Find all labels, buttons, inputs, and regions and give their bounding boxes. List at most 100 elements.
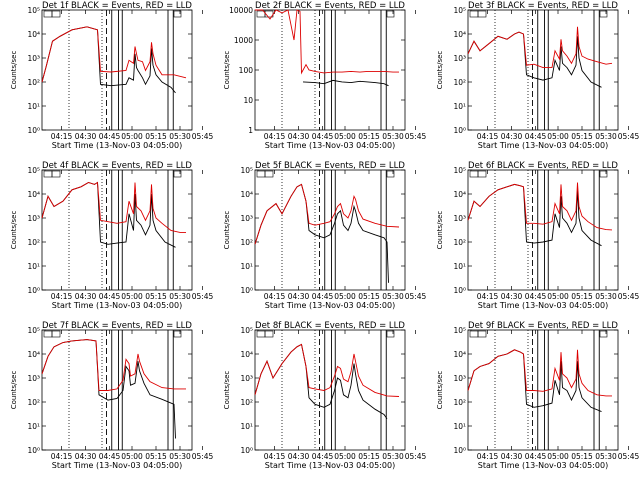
corner-box <box>43 330 53 338</box>
y-tick-label: 1 <box>248 126 253 135</box>
corner-box <box>386 10 395 18</box>
y-tick-label: 10² <box>27 238 40 247</box>
x-axis-label: Start Time (13-Nov-03 04:05:00) <box>52 141 182 150</box>
y-tick-label: 10¹ <box>453 262 466 271</box>
y-axis-label: Counts/sec <box>436 211 444 250</box>
y-tick-label: 10² <box>27 398 40 407</box>
series-line-events <box>254 343 388 420</box>
series-line-lld <box>467 26 613 69</box>
y-tick-label: 10⁴ <box>27 190 40 199</box>
chart-title: Det 2f BLACK = Events, RED = LLD <box>255 1 405 11</box>
x-axis-label: Start Time (13-Nov-03 04:05:00) <box>478 301 608 310</box>
x-tick-label: 04:15 <box>51 132 73 141</box>
x-tick-label: 05:30 <box>595 292 617 301</box>
y-tick-label: 10⁵ <box>453 326 466 335</box>
series-line-events <box>302 79 389 87</box>
series-line-events <box>254 183 389 283</box>
y-tick-label: 10² <box>453 78 466 87</box>
x-tick-label: 04:15 <box>51 452 73 461</box>
corner-box <box>386 330 395 338</box>
x-tick-label: 04:30 <box>501 292 523 301</box>
x-tick-label: 05:45 <box>192 292 214 301</box>
x-tick-label: 05:15 <box>571 452 593 461</box>
chart-title: Det 8f BLACK = Events, RED = LLD <box>255 321 405 331</box>
y-tick-label: 10³ <box>453 214 466 223</box>
x-tick-label: 05:00 <box>334 132 356 141</box>
corner-box <box>43 10 53 18</box>
x-tick-label: 05:15 <box>145 292 167 301</box>
y-tick-label: 10² <box>453 398 466 407</box>
corner-box <box>173 330 182 338</box>
series-line-lld <box>467 349 612 397</box>
x-tick-label: 05:45 <box>405 452 427 461</box>
x-tick-label: 05:30 <box>382 132 404 141</box>
plot-frame <box>254 169 406 291</box>
y-tick-label: 100 <box>239 66 254 75</box>
x-tick-label: 05:45 <box>405 132 427 141</box>
corner-box <box>599 330 608 338</box>
chart-title: Det 9f BLACK = Events, RED = LLD <box>468 321 618 331</box>
y-tick-label: 10² <box>240 238 253 247</box>
x-tick-label: 05:45 <box>618 132 640 141</box>
corner-box <box>469 10 479 18</box>
y-axis-label: Counts/sec <box>223 51 231 90</box>
chart-title: Det 4f BLACK = Events, RED = LLD <box>42 161 192 171</box>
y-tick-label: 10⁰ <box>240 446 253 455</box>
corner-box <box>256 330 266 338</box>
x-tick-label: 04:30 <box>288 292 310 301</box>
y-tick-label: 10000 <box>229 6 253 15</box>
series-line-lld <box>467 182 613 231</box>
plot-frame <box>41 329 193 451</box>
y-tick-label: 10² <box>27 78 40 87</box>
x-tick-label: 04:30 <box>288 452 310 461</box>
y-tick-label: 10³ <box>453 54 466 63</box>
y-tick-label: 10⁰ <box>240 286 253 295</box>
corner-box <box>264 330 274 338</box>
x-tick-label: 04:30 <box>501 452 523 461</box>
x-tick-label: 05:45 <box>192 452 214 461</box>
x-tick-label: 05:00 <box>121 452 143 461</box>
x-axis-label: Start Time (13-Nov-03 04:05:00) <box>265 141 395 150</box>
plot-frame <box>467 169 619 291</box>
corner-box <box>386 170 395 178</box>
x-tick-label: 04:45 <box>99 292 121 301</box>
plot-frame <box>467 9 619 131</box>
corner-box <box>51 330 61 338</box>
chart-panel-1: Det 1f BLACK = Events, RED = LLD 10⁰ 10¹ 10… <box>10 1 214 150</box>
y-tick-label: 10³ <box>453 374 466 383</box>
x-tick-label: 05:15 <box>571 132 593 141</box>
corner-box <box>173 170 182 178</box>
x-tick-label: 04:30 <box>75 132 97 141</box>
y-tick-label: 10⁰ <box>453 446 466 455</box>
y-tick-label: 10⁵ <box>27 166 40 175</box>
corner-box <box>51 10 61 18</box>
x-tick-label: 05:00 <box>547 292 569 301</box>
plot-frame <box>254 329 406 451</box>
y-tick-label: 10⁰ <box>27 126 40 135</box>
y-axis-label: Counts/sec <box>223 371 231 410</box>
y-tick-label: 10 <box>243 96 253 105</box>
y-tick-label: 10⁰ <box>453 286 466 295</box>
y-tick-label: 10⁴ <box>453 30 466 39</box>
chart-panel-8: Det 8f BLACK = Events, RED = LLD 10⁰ 10¹ 10… <box>223 321 427 470</box>
y-axis-label: Counts/sec <box>10 211 18 250</box>
x-tick-label: 05:15 <box>145 452 167 461</box>
y-tick-label: 10⁴ <box>240 350 253 359</box>
x-axis-label: Start Time (13-Nov-03 04:05:00) <box>265 461 395 470</box>
plot-frame <box>254 9 406 131</box>
y-tick-label: 10⁵ <box>240 166 253 175</box>
corner-box <box>51 170 61 178</box>
y-tick-label: 10⁵ <box>27 6 40 15</box>
y-axis-label: Counts/sec <box>10 371 18 410</box>
plot-frame <box>467 329 619 451</box>
x-tick-label: 04:45 <box>525 292 547 301</box>
corner-box <box>477 330 487 338</box>
chart-panel-5: Det 5f BLACK = Events, RED = LLD 10⁰ 10¹ 10… <box>223 161 427 310</box>
x-tick-label: 05:30 <box>169 452 191 461</box>
series-line-lld <box>254 343 400 397</box>
x-tick-label: 05:45 <box>618 452 640 461</box>
series-line-lld <box>41 339 186 391</box>
corner-box <box>256 170 266 178</box>
x-tick-label: 05:00 <box>547 132 569 141</box>
y-tick-label: 10⁰ <box>453 126 466 135</box>
